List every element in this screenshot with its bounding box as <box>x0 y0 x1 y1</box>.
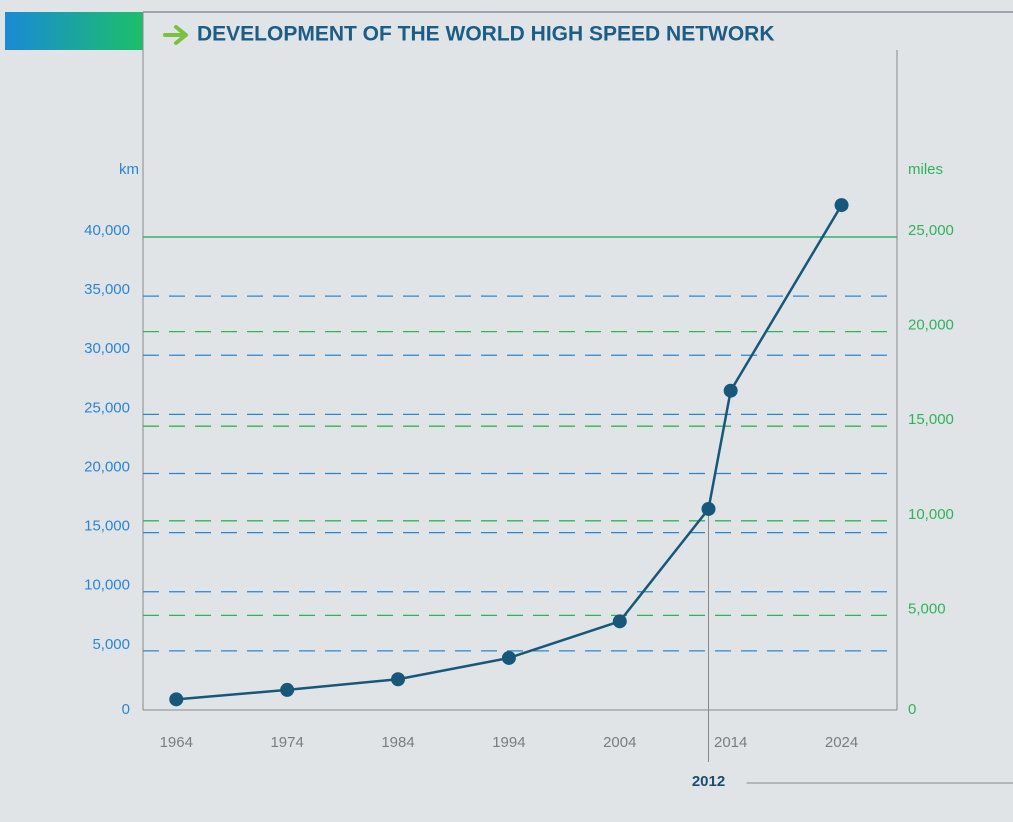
x-tick-label: 1994 <box>492 734 525 751</box>
title-arrow <box>163 25 188 45</box>
x-tick-label: 1984 <box>381 734 414 751</box>
header-band <box>5 12 143 50</box>
y-tick-label: 5,000 <box>92 636 130 653</box>
y-tick-label: 40,000 <box>84 222 130 239</box>
y-tick-label: 15,000 <box>84 518 130 535</box>
x-tick-label: 1974 <box>270 734 303 751</box>
data-line <box>176 204 843 701</box>
y-tick-label: 35,000 <box>84 281 130 298</box>
chart-title: DEVELOPMENT OF THE WORLD HIGH SPEED NETW… <box>197 23 775 46</box>
y2-axis-label: miles <box>908 161 943 178</box>
y2-tick-label: 15,000 <box>908 411 954 428</box>
y-tick-label: 25,000 <box>84 399 130 416</box>
y-tick-label: 20,000 <box>84 458 130 475</box>
y2-tick-label: 25,000 <box>908 222 954 239</box>
y-tick-label: 0 <box>122 701 130 718</box>
y-axis-label: km <box>119 161 139 178</box>
data-point <box>834 198 849 213</box>
y-tick-label: 10,000 <box>84 577 130 594</box>
x-tick-label: 2014 <box>714 734 747 751</box>
data-point <box>701 501 716 516</box>
data-point <box>169 692 184 707</box>
data-point <box>723 383 738 398</box>
x-tick-label: 2024 <box>825 734 858 751</box>
data-point <box>612 614 627 629</box>
y-tick-label: 30,000 <box>84 340 130 357</box>
data-point <box>501 650 516 665</box>
y2-tick-label: 5,000 <box>908 600 946 617</box>
data-point <box>280 682 295 697</box>
x-tick-label: 2004 <box>603 734 636 751</box>
y2-tick-label: 0 <box>908 701 916 718</box>
y2-tick-label: 10,000 <box>908 506 954 523</box>
x-tick-label: 1964 <box>160 734 193 751</box>
data-point <box>391 672 406 687</box>
highlight-label: 2012 <box>692 773 725 790</box>
y2-tick-label: 20,000 <box>908 317 954 334</box>
